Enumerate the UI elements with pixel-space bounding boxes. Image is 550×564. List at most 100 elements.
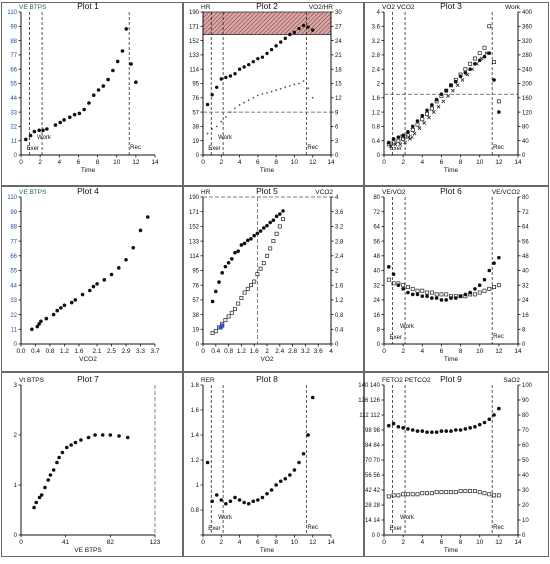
x-tick-label: 4	[238, 539, 242, 546]
data-point	[391, 137, 396, 141]
data-point	[281, 209, 285, 213]
chart-title: Plot 4	[77, 186, 99, 196]
data-point	[487, 417, 492, 422]
y-tick-label: 0	[196, 153, 200, 159]
data-point	[131, 245, 136, 250]
data-point	[473, 62, 477, 66]
y-tick-label: 2	[377, 82, 381, 88]
y-tick-label: 42 42	[365, 488, 381, 494]
data-point	[310, 395, 315, 400]
y-tick-label: 2.8	[372, 53, 381, 59]
y-tick-label: 3.6	[372, 25, 381, 31]
data-point	[258, 229, 263, 233]
data-point	[497, 406, 501, 411]
y2-tick-label: 70	[522, 428, 529, 434]
x-tick-label: 2.1	[93, 348, 102, 355]
data-point	[403, 140, 407, 145]
y2-tick-label: 10	[522, 518, 529, 524]
y2-tick-label: 27	[335, 25, 342, 31]
data-point	[449, 294, 453, 299]
x-tick-label: 14	[151, 159, 159, 166]
data-point	[116, 266, 121, 270]
data-point	[449, 429, 453, 433]
data-point	[278, 479, 283, 484]
y-tick-label: 0 0	[372, 533, 381, 539]
data-point	[288, 473, 292, 477]
data-point	[420, 294, 425, 299]
data-point	[32, 505, 36, 510]
data-point	[236, 301, 241, 306]
data-point	[492, 493, 497, 498]
data-point	[238, 104, 241, 106]
data-point	[242, 500, 246, 505]
data-point	[468, 67, 472, 71]
data-point	[260, 55, 265, 59]
y2-tick-label: 1.6	[335, 283, 344, 289]
data-point	[255, 272, 260, 277]
y2-tick-label: 0	[522, 153, 526, 159]
data-point	[73, 298, 78, 302]
data-point	[468, 61, 473, 66]
y-tick-label: 126 126	[358, 398, 380, 404]
y-tick-label: 2	[14, 433, 18, 439]
data-point	[102, 278, 107, 282]
data-point	[211, 127, 214, 130]
data-point	[224, 501, 228, 506]
data-point	[422, 120, 427, 125]
chart-title: Plot 3	[440, 1, 462, 11]
y-tick-label: 114	[189, 254, 199, 260]
y-tick-label: 33	[10, 298, 17, 304]
x-tick-label: 3.7	[150, 348, 159, 355]
x-tick-label: 10	[291, 539, 299, 546]
data-point	[239, 296, 244, 301]
data-point	[468, 292, 473, 297]
data-point	[214, 289, 218, 294]
data-point	[265, 51, 269, 56]
x-tick-label: 1.2	[237, 348, 246, 355]
y-tick-label: 152	[189, 39, 200, 45]
panel-border	[364, 2, 549, 186]
data-point	[59, 306, 63, 310]
x-tick-label: 8	[274, 539, 278, 546]
phase-label-rec: Rec	[307, 525, 318, 531]
data-point	[415, 288, 420, 293]
data-point	[23, 137, 28, 142]
data-point	[449, 490, 453, 495]
data-point	[410, 124, 415, 129]
data-point	[251, 499, 256, 504]
phase-label-work: Work	[218, 515, 233, 521]
x-tick-label: 0	[19, 159, 23, 166]
data-point	[391, 493, 396, 498]
right-axis-label: VO2/HR	[309, 4, 334, 11]
data-point	[412, 131, 417, 136]
y2-tick-label: 32	[522, 283, 529, 289]
data-point	[425, 108, 429, 113]
data-point	[53, 123, 58, 127]
x-tick-label: 8	[459, 348, 463, 355]
y2-tick-label: 80	[522, 413, 529, 419]
data-point	[108, 433, 113, 437]
data-point	[444, 429, 449, 433]
phase-label-exer: Exer	[208, 526, 220, 532]
data-point	[420, 429, 425, 433]
data-point	[109, 272, 114, 277]
chart-3: 0 2 4 6 8 10 12 1400.40.81.21.622.42.83.23.6404…	[372, 1, 533, 174]
x-tick-label: 12	[309, 539, 317, 546]
data-point	[430, 296, 434, 300]
y2-tick-label: 0	[522, 533, 526, 539]
data-point	[205, 460, 210, 465]
y-tick-label: 190	[189, 10, 200, 16]
y-tick-label: 19	[192, 139, 199, 145]
y2-tick-label: 24	[335, 39, 342, 45]
data-point	[463, 67, 468, 72]
panel-border	[183, 2, 364, 186]
data-point	[224, 115, 227, 118]
y2-tick-label: 64	[522, 225, 529, 231]
panel-border	[1, 2, 183, 186]
y-tick-label: 171	[189, 25, 200, 31]
data-point	[261, 261, 266, 266]
x-tick-label: 6	[440, 539, 444, 546]
data-point	[401, 133, 405, 138]
data-point	[73, 440, 78, 445]
